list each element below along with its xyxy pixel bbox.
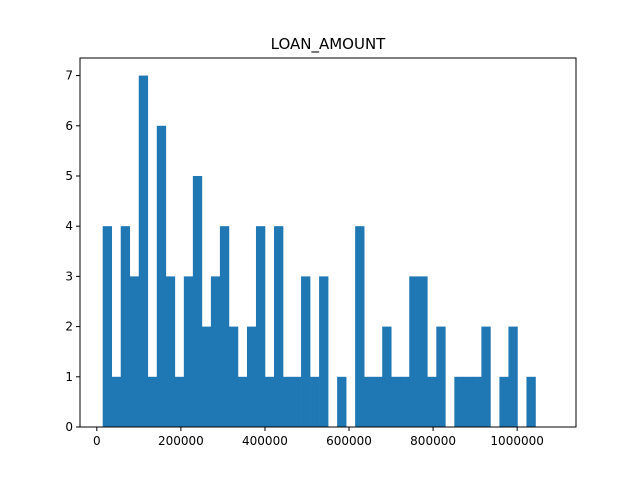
histogram-bar	[418, 276, 428, 427]
x-tick-label: 400000	[242, 434, 288, 448]
histogram-bar	[508, 326, 518, 427]
histogram-bar	[526, 376, 536, 427]
histogram-bar	[382, 326, 392, 427]
x-tick-label: 800000	[410, 434, 456, 448]
y-tick-label: 3	[65, 269, 73, 283]
histogram-bar	[246, 326, 257, 427]
histogram-bar	[255, 226, 266, 427]
x-tick-label: 200000	[158, 434, 204, 448]
y-axis-ticks: 0 1 2 3 4 5 6 7	[65, 69, 80, 434]
y-tick-label: 6	[65, 119, 73, 133]
histogram-bar	[183, 276, 194, 427]
y-tick-label: 2	[65, 320, 73, 334]
histogram-bar	[138, 75, 149, 427]
histogram-bar	[499, 376, 509, 427]
histogram-bar	[102, 226, 113, 427]
y-tick-label: 1	[65, 370, 73, 384]
y-tick-label: 0	[65, 420, 73, 434]
histogram-bar	[454, 376, 464, 427]
chart-title: LOAN_AMOUNT	[271, 35, 387, 54]
histogram-bar	[391, 376, 401, 427]
histogram-bar	[472, 376, 482, 427]
y-tick-label: 7	[65, 69, 73, 83]
histogram-bar	[120, 226, 131, 427]
x-tick-label: 600000	[326, 434, 372, 448]
histogram-bar	[319, 276, 329, 427]
histogram-bar	[237, 376, 248, 427]
x-tick-label: 1000000	[490, 434, 543, 448]
x-tick-label: 0	[93, 434, 101, 448]
histogram-bar	[165, 276, 176, 427]
histogram-bar	[355, 226, 365, 427]
histogram-bar	[219, 226, 230, 427]
histogram-bar	[283, 376, 293, 427]
histogram-bar	[129, 276, 140, 427]
histogram-bar	[292, 376, 302, 427]
histogram-bar	[463, 376, 473, 427]
plot-frame	[79, 57, 577, 428]
histogram-bar	[192, 175, 203, 427]
histogram-bar	[364, 376, 374, 427]
histogram-bar	[301, 276, 311, 427]
histogram-bar	[436, 326, 446, 427]
histogram-bar	[427, 376, 437, 427]
histogram-bar	[210, 276, 221, 427]
histogram-bar	[310, 376, 320, 427]
histogram-bar	[481, 326, 491, 427]
histogram-bar	[111, 376, 122, 427]
y-tick-label: 4	[65, 219, 73, 233]
histogram-bar	[409, 276, 419, 427]
histogram-bar	[201, 326, 212, 427]
x-axis-ticks: 0 200000 400000 600000 800000 1000000	[93, 427, 544, 448]
histogram-bar	[274, 226, 284, 427]
histogram-bar	[264, 376, 275, 427]
histogram-bar	[337, 376, 347, 427]
histogram-bar	[400, 376, 410, 427]
histogram-bar	[228, 326, 239, 427]
histogram-bar	[373, 376, 383, 427]
histogram-bar	[147, 376, 158, 427]
bars-group	[102, 75, 536, 427]
histogram-bar	[174, 376, 185, 427]
y-tick-label: 5	[65, 169, 73, 183]
histogram-bar	[156, 125, 167, 427]
